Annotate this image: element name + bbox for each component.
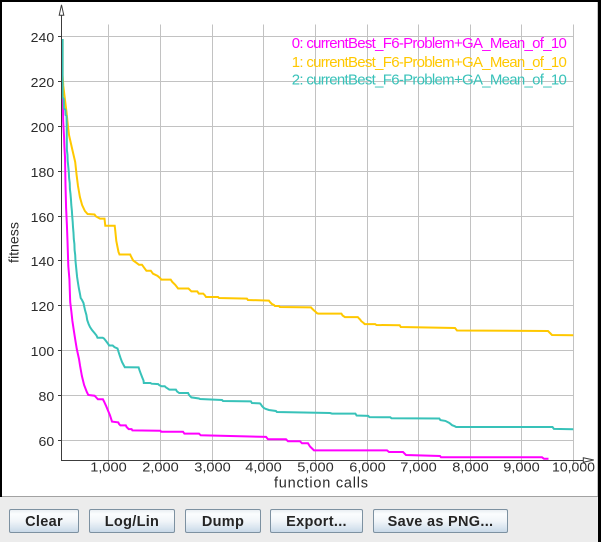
svg-text:3,000: 3,000 — [194, 460, 231, 475]
svg-text:function calls: function calls — [274, 476, 368, 492]
svg-text:10,000: 10,000 — [552, 460, 595, 475]
svg-text:5,000: 5,000 — [297, 460, 334, 475]
svg-text:6,000: 6,000 — [349, 460, 386, 475]
svg-text:200: 200 — [31, 120, 55, 135]
svg-text:9,000: 9,000 — [503, 460, 540, 475]
svg-text:7,000: 7,000 — [400, 460, 437, 475]
svg-text:120: 120 — [31, 299, 55, 314]
svg-text:220: 220 — [31, 75, 55, 90]
svg-text:4,000: 4,000 — [245, 460, 282, 475]
svg-text:160: 160 — [31, 210, 55, 225]
svg-text:1: currentBest_F6-Problem+GA_M: 1: currentBest_F6-Problem+GA_Mean_of_10 — [292, 54, 567, 71]
svg-text:140: 140 — [31, 254, 55, 269]
svg-text:60: 60 — [39, 434, 55, 449]
svg-text:2: currentBest_F6-Problem+GA_M: 2: currentBest_F6-Problem+GA_Mean_of_10 — [292, 71, 567, 88]
svg-text:80: 80 — [39, 389, 55, 404]
svg-text:240: 240 — [31, 30, 55, 45]
svg-text:8,000: 8,000 — [452, 460, 489, 475]
svg-text:180: 180 — [31, 165, 55, 180]
svg-text:1,000: 1,000 — [90, 460, 127, 475]
svg-text:fitness: fitness — [6, 222, 22, 263]
svg-text:2,000: 2,000 — [142, 460, 179, 475]
svg-text:100: 100 — [31, 344, 55, 359]
svg-text:0: currentBest_F6-Problem+GA_M: 0: currentBest_F6-Problem+GA_Mean_of_10 — [292, 35, 567, 52]
